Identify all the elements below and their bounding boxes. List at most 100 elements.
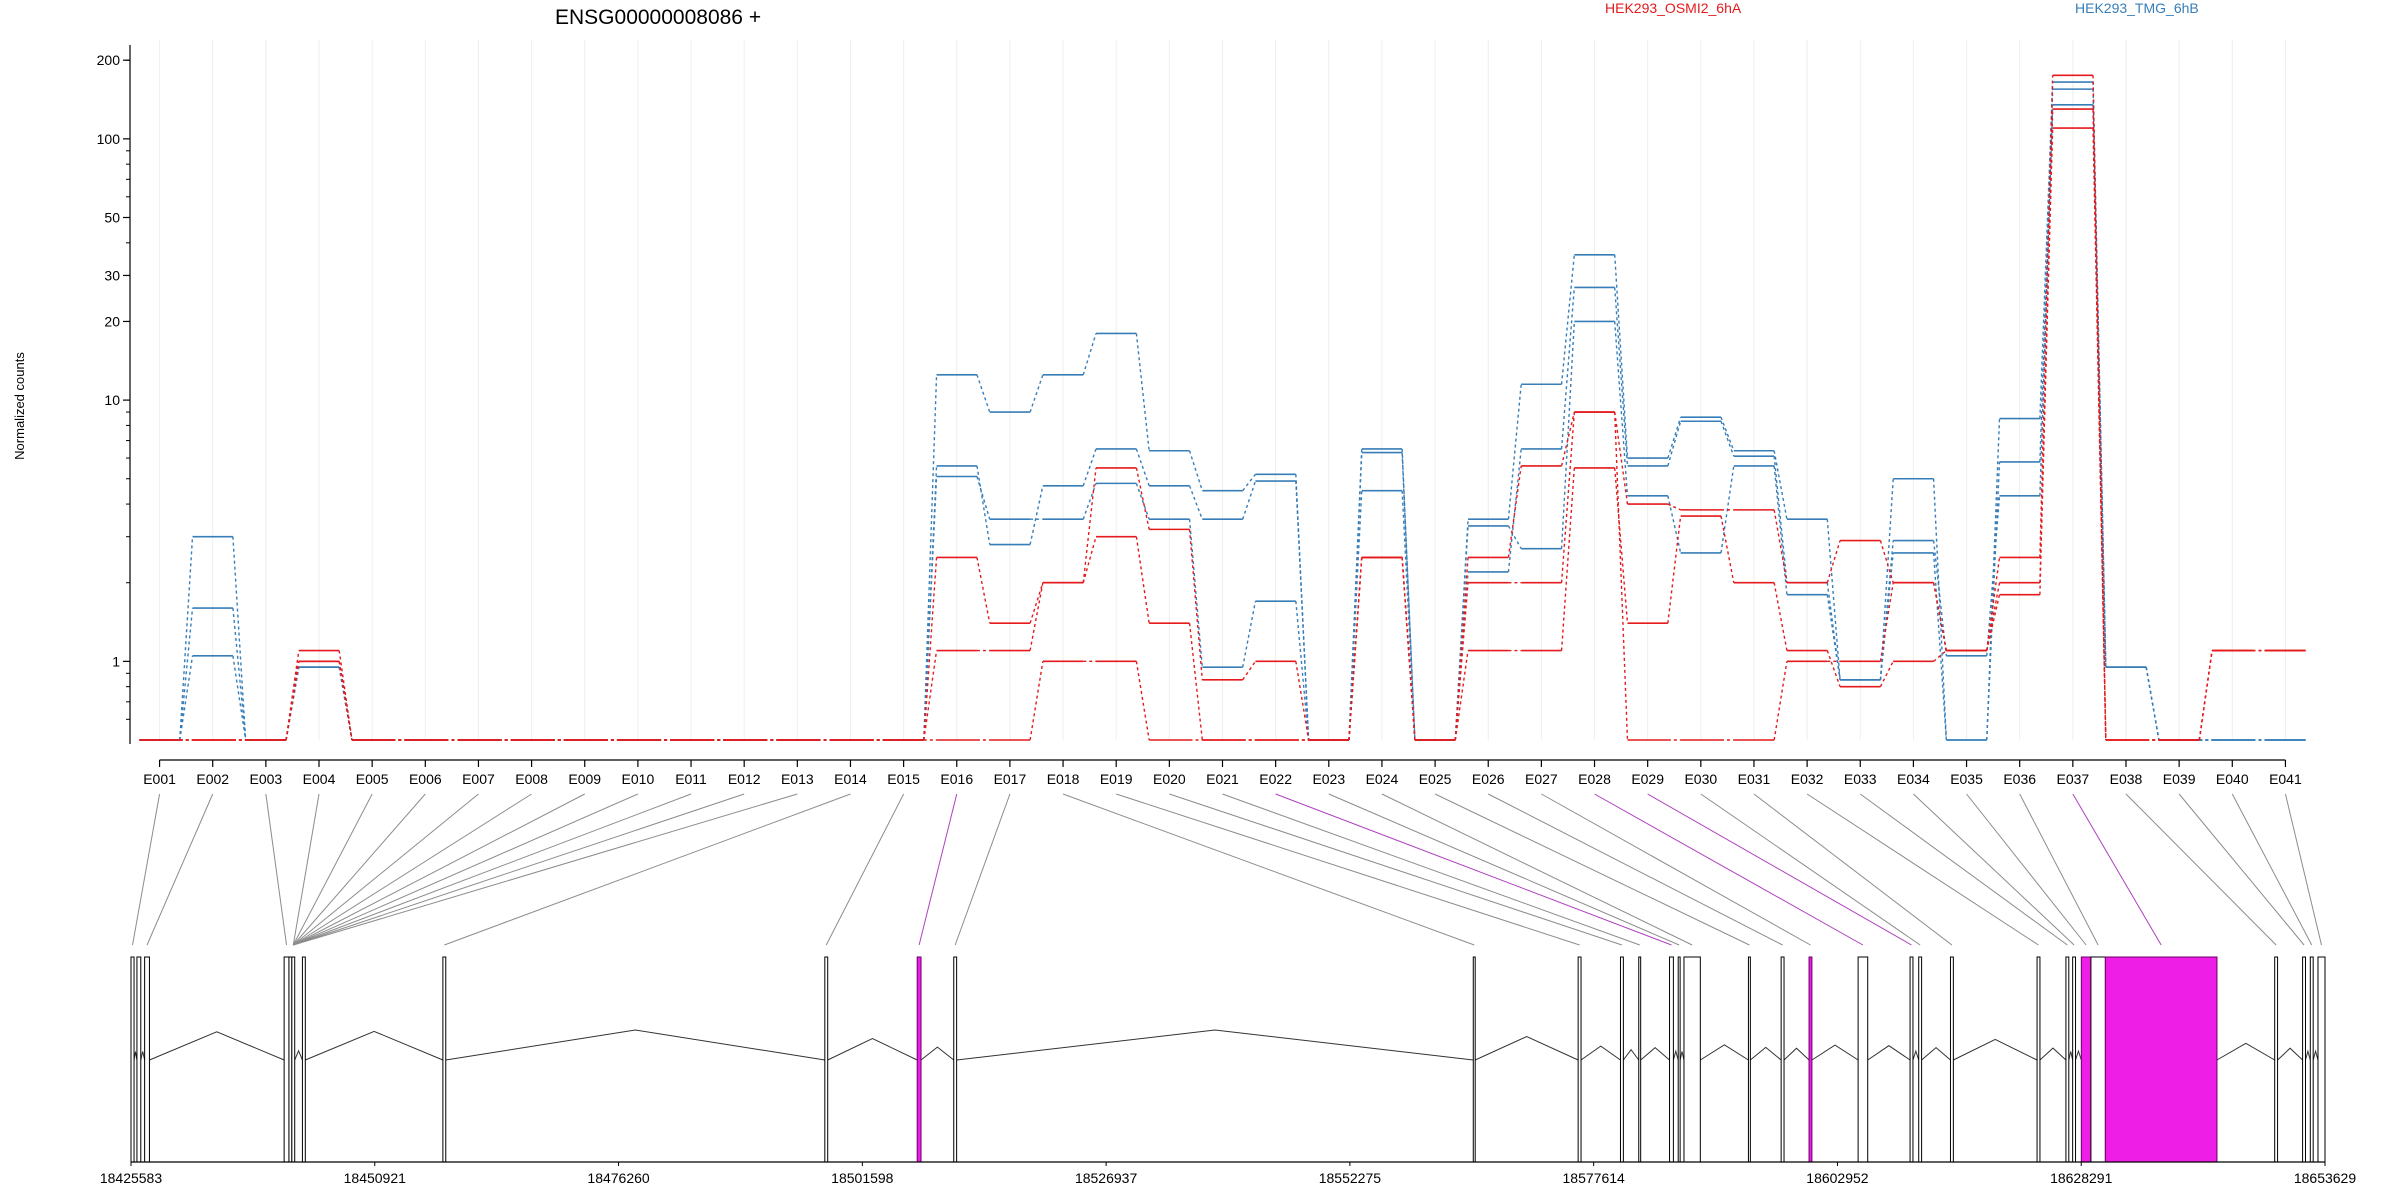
x-tick-label: E034 — [1897, 771, 1930, 787]
exon-box — [1808, 956, 1813, 1163]
x-tick-label: E026 — [1472, 771, 1505, 787]
intron — [2216, 1042, 2275, 1061]
exon-connector — [954, 793, 1011, 946]
series-connector — [1507, 448, 1522, 572]
exon-connector — [1966, 793, 2087, 946]
series-connector — [2092, 75, 2107, 741]
exon-box — [2317, 956, 2326, 1163]
intron — [1700, 1044, 1749, 1061]
exon-connector — [265, 793, 288, 946]
series-connector — [1135, 483, 1150, 520]
series-connector — [1986, 495, 2001, 656]
series-connector — [2145, 667, 2160, 741]
genomic-tick-label: 18552275 — [1319, 1170, 1382, 1186]
series-connector — [1773, 509, 1788, 583]
exon-box — [1577, 956, 1582, 1163]
intron — [305, 1030, 444, 1061]
series-connector — [1614, 254, 1629, 459]
exon-box — [1638, 956, 1642, 1163]
series-connector — [179, 607, 194, 741]
exon-box — [2065, 956, 2070, 1163]
exon-connector — [1700, 793, 1921, 946]
intron — [920, 1046, 955, 1061]
x-tick-label: E003 — [250, 771, 283, 787]
series-connector — [1879, 661, 1894, 687]
intron — [2277, 1047, 2303, 1061]
exon-connector — [293, 793, 745, 946]
series-connector — [2039, 104, 2054, 496]
x-tick-label: E002 — [196, 771, 229, 787]
series-connector — [1826, 594, 1841, 680]
series-connector — [1932, 478, 1948, 741]
series-connector — [1560, 467, 1576, 651]
series-connector — [1879, 540, 1894, 680]
genomic-tick-label: 18450921 — [344, 1170, 407, 1186]
x-tick-label: E020 — [1153, 771, 1186, 787]
intron — [1640, 1047, 1670, 1061]
exon-box — [144, 956, 150, 1163]
series-connector — [1188, 623, 1204, 741]
x-tick-label: E007 — [462, 771, 495, 787]
series-connector — [1986, 582, 2001, 651]
x-tick-label: E038 — [2110, 771, 2143, 787]
series-connector — [2092, 104, 2107, 668]
series-connector — [2039, 82, 2054, 419]
x-tick-label: E035 — [1950, 771, 1983, 787]
exon-box — [1949, 956, 1954, 1163]
y-tick-label: 10 — [104, 392, 120, 408]
x-tick-label: E036 — [2003, 771, 2036, 787]
y-tick-label: 100 — [97, 131, 121, 147]
series-connector — [1295, 601, 1310, 741]
series-connector — [1614, 412, 1629, 741]
intron — [1750, 1046, 1782, 1061]
series-connector — [1242, 660, 1257, 681]
exon-connector — [293, 793, 639, 946]
series-connector — [1082, 536, 1097, 583]
exon-connector — [1753, 793, 1953, 946]
series-connector — [1720, 515, 1735, 583]
series-connector — [1773, 456, 1788, 583]
exon-box — [824, 956, 829, 1163]
series-connector — [1242, 480, 1257, 520]
series-connector — [1879, 478, 1894, 680]
exon-connector — [1488, 793, 1783, 946]
exon-connector — [292, 793, 479, 946]
x-tick-label: E010 — [622, 771, 655, 787]
series-connector — [976, 374, 991, 413]
series-connector — [1826, 540, 1841, 583]
exon-connector — [1116, 793, 1580, 946]
series-connector — [1667, 515, 1682, 624]
y-tick-label: 50 — [104, 209, 120, 225]
exon-box — [2104, 956, 2218, 1163]
series-connector — [1667, 417, 1682, 459]
x-tick-label: E041 — [2269, 771, 2302, 787]
series-connector — [1135, 467, 1150, 530]
series-connector — [338, 661, 353, 741]
y-tick-label: 20 — [104, 313, 120, 329]
exon-connector — [146, 793, 214, 946]
series-connector — [1879, 582, 1894, 662]
legend-entry-tmg: HEK293_TMG_6hB — [2075, 0, 2199, 16]
series-connector — [1773, 661, 1788, 741]
exon-box — [2090, 956, 2106, 1163]
x-tick-label: E029 — [1631, 771, 1664, 787]
exon-box — [2072, 956, 2077, 1163]
exon-connector — [2019, 793, 2099, 946]
series-connector — [1082, 467, 1097, 583]
exon-box — [1780, 956, 1785, 1163]
intron — [1811, 1044, 1859, 1061]
x-tick-label: E027 — [1525, 771, 1558, 787]
series-connector — [1667, 421, 1682, 467]
intron — [294, 1049, 303, 1061]
exon-box — [1747, 956, 1751, 1163]
intron — [140, 1051, 146, 1061]
exon-connector — [1169, 793, 1623, 946]
exon-box — [1619, 956, 1624, 1163]
exon-connector — [293, 793, 532, 946]
exon-connector — [1328, 793, 1680, 946]
series-connector — [1135, 448, 1150, 486]
genomic-tick-label: 18602952 — [1806, 1170, 1869, 1186]
exon-box — [1857, 956, 1869, 1163]
intron — [2075, 1049, 2082, 1061]
exon-connector — [1434, 793, 1750, 946]
